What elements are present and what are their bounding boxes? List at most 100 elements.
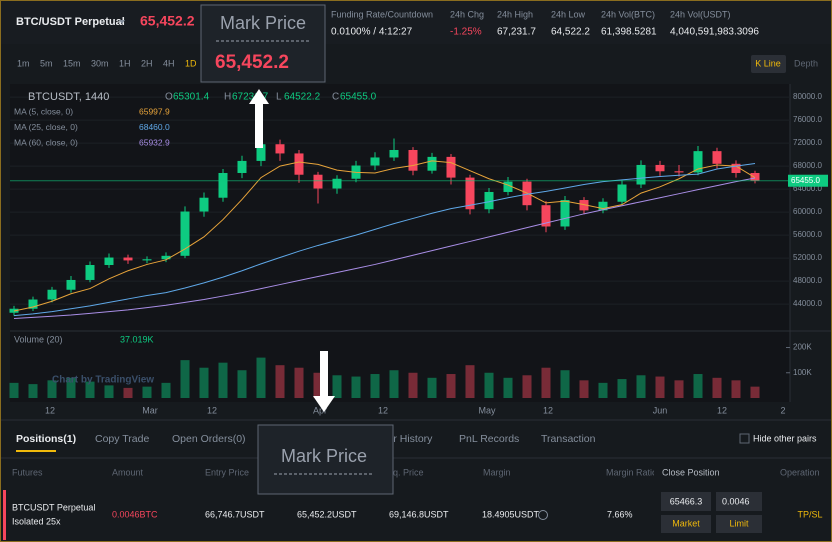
volume-tick-label: 200K — [793, 343, 812, 352]
volume-bar — [389, 370, 399, 398]
ohlc-label: C — [332, 92, 339, 103]
volume-bar — [674, 380, 684, 398]
column-header: Operation — [780, 467, 820, 477]
close-amount[interactable]: 0.0046 — [722, 496, 750, 506]
pos-symbol: BTCUSDT Perpetual — [12, 502, 95, 512]
volume-bar — [104, 385, 114, 398]
volume-bar — [313, 372, 323, 398]
candle-body — [389, 149, 399, 158]
candle-body — [237, 160, 247, 173]
tab[interactable]: PnL Records — [459, 433, 519, 445]
volume-bar — [142, 386, 152, 398]
ma-legend-value: 65997.9 — [139, 106, 170, 116]
tab[interactable]: Transaction — [541, 433, 596, 445]
volume-bar — [731, 380, 741, 398]
short-stripe — [3, 490, 6, 540]
close-price[interactable]: 65466.3 — [670, 496, 703, 506]
volume-bar — [598, 382, 608, 398]
arrow-down — [313, 351, 335, 412]
candle-body — [560, 200, 570, 227]
pos-ratio: 7.66% — [607, 509, 633, 519]
tooltip-title: Mark Price — [220, 13, 306, 33]
volume-bar — [484, 372, 494, 398]
column-header: Margin Ratio — [606, 467, 657, 477]
volume-bar — [275, 365, 285, 398]
stat-value: 0.0100% / 4:12:27 — [331, 27, 413, 38]
caret — [119, 20, 125, 24]
volume-bar — [351, 376, 361, 398]
volume-title: Volume (20) — [14, 334, 63, 344]
interval[interactable]: 15m — [63, 58, 81, 68]
stat-label: 24h Vol(USDT) — [670, 9, 731, 19]
candle-body — [370, 157, 380, 166]
stats: Funding Rate/Countdown 0.0100% / 4:12:27 2… — [331, 9, 759, 37]
kline-tab[interactable]: K Line — [755, 58, 781, 68]
interval[interactable]: 1D — [185, 58, 197, 68]
volume-bar — [750, 386, 760, 398]
candle-body — [85, 265, 95, 280]
tab[interactable]: Positions(1) — [16, 433, 76, 445]
ma-legend-value: 68460.0 — [139, 122, 170, 132]
ma-legend-value: 65932.9 — [139, 137, 170, 147]
chart-area — [10, 84, 790, 402]
chart-symbol: BTCUSDT, 1440 — [28, 91, 109, 103]
volume-bar — [218, 362, 228, 398]
stat-label: 24h Vol(BTC) — [601, 9, 655, 19]
interval[interactable]: 1m — [17, 58, 30, 68]
interval[interactable]: 1H — [119, 58, 131, 68]
ma-legend: MA (60, close, 0) — [14, 137, 78, 147]
last-price-label: 65455.0 — [791, 176, 820, 185]
depth-tab[interactable]: Depth — [794, 58, 818, 68]
tab[interactable]: Open Orders(0) — [172, 433, 246, 445]
y-tick-label: 64000.0 — [793, 184, 822, 193]
volume-bar — [332, 375, 342, 398]
amount-input[interactable] — [716, 492, 762, 511]
price-input[interactable] — [661, 492, 711, 511]
y-tick-label: 52000.0 — [793, 253, 822, 262]
x-tick-label: 12 — [378, 405, 388, 415]
arrow-up — [249, 89, 269, 148]
volume-bar — [579, 380, 589, 398]
y-tick-label: 68000.0 — [793, 161, 822, 170]
limit-button-bg[interactable] — [716, 515, 762, 533]
volume-bar — [465, 365, 475, 398]
volume-bar — [123, 387, 133, 398]
market-button-bg[interactable] — [661, 515, 711, 533]
intervals: 1m 5m 15m 30m 1H 2H 4H 1D — [17, 58, 197, 68]
x-tick-label: Apr — [313, 405, 327, 415]
candle-body — [731, 163, 741, 173]
candle-body — [446, 156, 456, 178]
volume-bar — [655, 376, 665, 398]
interval[interactable]: 5m — [40, 58, 53, 68]
last-price: 65,452.2 — [140, 13, 195, 29]
volume-bar — [199, 367, 209, 398]
volume-bar — [617, 379, 627, 398]
volume-bar — [446, 374, 456, 398]
interval[interactable]: 2H — [141, 58, 153, 68]
candle-body — [503, 181, 513, 192]
tp-sl[interactable]: TP/SL — [797, 509, 822, 519]
pos-liq: 69,146.8USDT — [389, 509, 449, 519]
volume-bar — [427, 377, 437, 398]
stat-value: -1.25% — [450, 27, 482, 38]
ohlc-label: O — [165, 92, 173, 103]
stat-value: 61,398.5281 — [601, 27, 657, 38]
tooltip-box — [257, 424, 394, 495]
symbol[interactable]: BTC/USDT Perpetual — [16, 16, 125, 28]
margin-edit[interactable] — [538, 510, 548, 520]
interval[interactable]: 30m — [91, 58, 109, 68]
ohlc-label: H — [224, 92, 231, 103]
candle-body — [199, 197, 209, 212]
interval[interactable]: 4H — [163, 58, 175, 68]
candle-body — [123, 257, 133, 261]
candle-body — [161, 255, 171, 260]
candle-body — [142, 259, 152, 261]
volume-bar — [9, 382, 19, 398]
checkbox[interactable] — [739, 433, 750, 444]
column-header: Amount — [112, 467, 144, 477]
tab[interactable]: Copy Trade — [95, 433, 149, 445]
market-button[interactable]: Market — [672, 518, 700, 528]
hide-other-pairs[interactable]: Hide other pairs — [753, 433, 817, 443]
ma-line — [13, 162, 756, 317]
limit-button[interactable]: Limit — [729, 518, 749, 528]
